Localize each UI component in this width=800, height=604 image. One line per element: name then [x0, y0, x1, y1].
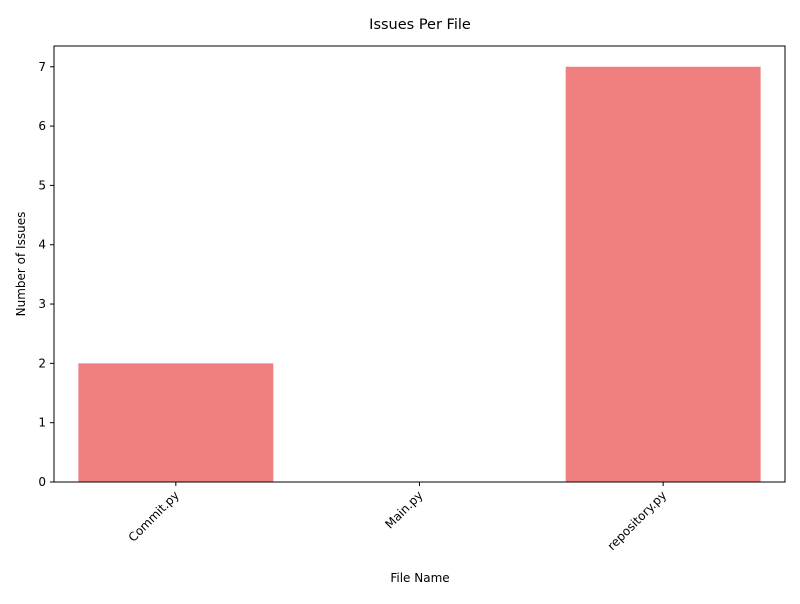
- chart-title: Issues Per File: [369, 17, 471, 33]
- y-tick-label: 0: [38, 475, 46, 489]
- y-tick-label: 5: [38, 178, 46, 192]
- y-tick-label: 2: [38, 356, 46, 370]
- y-tick-label: 3: [38, 297, 46, 311]
- x-tick-label: Commit.py: [126, 488, 182, 544]
- y-axis-label: Number of Issues: [14, 212, 28, 317]
- x-tick-label: repository.py: [605, 488, 670, 553]
- bars-layer: [78, 66, 761, 482]
- y-tick-label: 7: [38, 60, 46, 74]
- y-tick-label: 1: [38, 416, 46, 430]
- y-tick-label: 6: [38, 119, 46, 133]
- x-tick-label: Main.py: [382, 488, 425, 531]
- bar-repository-py: [565, 66, 761, 482]
- y-tick-label: 4: [38, 238, 46, 252]
- x-axis-label: File Name: [390, 571, 449, 585]
- bar-commit-py: [78, 363, 274, 482]
